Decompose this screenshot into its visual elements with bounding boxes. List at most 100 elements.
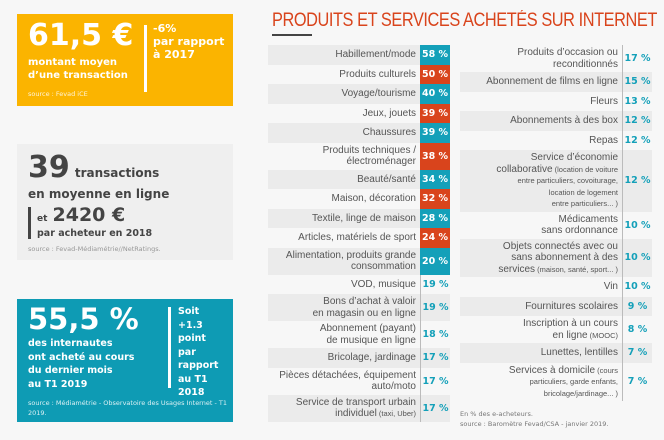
- row-label: Vin: [603, 281, 618, 292]
- row-label: Voyage/tourisme: [341, 88, 417, 99]
- row-note: (location de voiture: [552, 164, 618, 174]
- table-row: Lunettes, lentilles 7 %: [460, 343, 652, 363]
- row-label: Service d’économie collaborative (locatio…: [496, 152, 618, 208]
- row-value: 17 %: [622, 45, 652, 72]
- table-row: Produits culturels 50 %: [268, 64, 450, 84]
- row-label: Fournitures scolaires: [525, 300, 618, 312]
- table-row: Service de transport urbain individuel (t…: [268, 394, 450, 422]
- row-value: 13 %: [622, 91, 652, 111]
- row-value: 10 %: [622, 238, 652, 277]
- row-label: Bricolage, jardinage: [327, 352, 416, 363]
- transactions-card: 39 transactions en moyenne en ligne et 2…: [17, 144, 233, 260]
- table-row: Fournitures scolaires 9 %: [460, 296, 652, 316]
- row-value: 17 %: [420, 367, 450, 395]
- table-row: Articles, matériels de sport 24 %: [268, 228, 450, 248]
- row-value: 7 %: [622, 343, 652, 363]
- table-left-column: Habillement/mode 58 % Produits culturels 50…: [268, 45, 450, 422]
- side-line: Soit: [178, 306, 200, 317]
- row-label: Alimentation, produits grande consommatio…: [285, 249, 416, 273]
- row-value: 12 %: [622, 130, 652, 150]
- transactions-count: 39: [28, 150, 70, 185]
- row-label: Abonnement de films en ligne: [486, 76, 618, 87]
- table-row: Chaussures 39 %: [268, 123, 450, 143]
- table-row: Fleurs 13 %: [460, 91, 652, 111]
- average-transaction-card: 61,5 € montant moyen d’une transaction -…: [17, 14, 233, 106]
- table-footer: En % des e-acheteurs. source : Baromètre…: [460, 409, 652, 429]
- divider: [168, 307, 171, 388]
- row-note: entre particuliers, covoiturage,: [517, 176, 618, 185]
- transactions-caption: en moyenne en ligne: [28, 187, 170, 201]
- row-label: Textile, linge de maison: [312, 212, 416, 224]
- buyers-share-card: 55,5 % des internautes ont acheté au cou…: [17, 299, 233, 422]
- table-row: Médicaments sans ordonnance 10 %: [460, 211, 652, 239]
- table-row: Habillement/mode 58 %: [268, 45, 450, 65]
- table-row: VOD, musique 19 %: [268, 274, 450, 294]
- row-value: 38 %: [420, 142, 450, 170]
- table-right-column: Produits d’occasion ou reconditionnés 17 %…: [460, 45, 652, 429]
- row-value: 10 %: [622, 211, 652, 239]
- row-value: 12 %: [622, 150, 652, 212]
- divider: [28, 207, 31, 239]
- title-underline: [272, 34, 312, 36]
- row-label: Produits d’occasion ou reconditionnés: [517, 47, 618, 70]
- row-note: location de logement: [548, 187, 618, 197]
- row-label: Abonnements à des box: [510, 115, 618, 126]
- amount-caption: par acheteur en 2018: [37, 228, 153, 239]
- row-value: 17 %: [420, 348, 450, 368]
- row-label: Objets connectés avec ou sans abonnement …: [498, 240, 618, 275]
- table-source: source : Baromètre Fevad/CSA - janvier 2…: [460, 420, 609, 428]
- row-note: entre particuliers... ): [551, 199, 618, 208]
- average-amount: 61,5 €: [28, 18, 134, 53]
- source: source : Fevad iCE: [28, 90, 88, 98]
- row-label: VOD, musique: [350, 278, 416, 290]
- row-value: 18 %: [420, 321, 450, 348]
- caption-line: d’une transaction: [28, 70, 128, 81]
- row-value: 39 %: [420, 103, 450, 123]
- row-value: 19 %: [420, 274, 450, 294]
- row-label: Produits culturels: [339, 68, 416, 80]
- row-value: 19 %: [420, 294, 450, 321]
- table-row: Bricolage, jardinage 17 %: [268, 348, 450, 368]
- row-label: Bons d’achat à valoir en magasin ou en li…: [312, 296, 416, 319]
- side-line: +1.3 point: [178, 319, 206, 345]
- amount-per-buyer: 2420 €: [52, 204, 126, 226]
- caption-line: des internautes: [28, 338, 113, 349]
- table-row: Abonnement de films en ligne 15 %: [460, 72, 652, 92]
- row-label: Maison, décoration: [331, 193, 417, 204]
- row-value: 9 %: [622, 296, 652, 316]
- row-note: (cours: [595, 365, 618, 375]
- row-label: Habillement/mode: [335, 49, 416, 60]
- footnote: En % des e-acheteurs.: [460, 410, 533, 418]
- table-row: Voyage/tourisme 40 %: [268, 84, 450, 104]
- change-text: à 2017: [153, 48, 195, 61]
- row-label: Services à domicile (cours particuliers, …: [508, 364, 618, 398]
- row-label: Produits techniques / électroménager: [322, 144, 416, 168]
- table-row: Abonnements à des box 12 %: [460, 111, 652, 131]
- row-label: Beauté/santé: [357, 173, 416, 185]
- source: source : Médiamétrie - Observatoire des …: [28, 399, 227, 417]
- caption-line: ont acheté au cours: [28, 351, 135, 363]
- row-label: Pièces détachées, équipement auto/moto: [279, 369, 416, 393]
- row-value: 32 %: [420, 189, 450, 209]
- row-value: 58 %: [420, 45, 450, 65]
- table-row: Service d’économie collaborative (locatio…: [460, 150, 652, 212]
- table-row: Textile, linge de maison 28 %: [268, 208, 450, 228]
- row-value: 12 %: [622, 111, 652, 131]
- table-row: Beauté/santé 34 %: [268, 169, 450, 189]
- table-row: Produits techniques / électroménager 38 %: [268, 142, 450, 170]
- change-value: -6%: [153, 22, 177, 35]
- caption-line: au T1 2019: [28, 378, 88, 390]
- row-note: (taxi, Uber): [376, 409, 416, 418]
- divider: [144, 25, 147, 92]
- row-label: Médicaments sans ordonnance: [541, 213, 618, 237]
- row-label: Chaussures: [362, 127, 416, 138]
- row-note: bricolage/jardinage... ): [543, 388, 618, 398]
- row-label: Abonnement (payant) de musique en ligne: [319, 323, 416, 346]
- table-row: Bons d’achat à valoir en magasin ou en li…: [268, 294, 450, 321]
- table-row: Vin 10 %: [460, 277, 652, 297]
- table-title: PRODUITS ET SERVICES ACHETÉS SUR INTERNE…: [272, 10, 657, 31]
- row-value: 7 %: [622, 362, 652, 401]
- table-row: Inscription à un cours en ligne (MOOC) 8 %: [460, 316, 652, 343]
- caption-line: du dernier mois: [28, 365, 113, 376]
- side-line: au T1: [178, 373, 208, 385]
